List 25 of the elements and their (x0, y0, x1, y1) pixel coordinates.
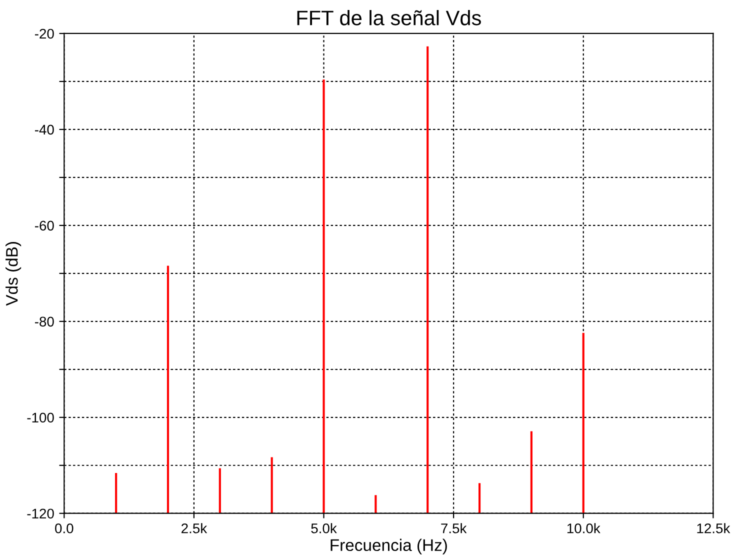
bar (478, 483, 481, 514)
bar (426, 46, 429, 514)
x-tick-label: 5.0k (311, 523, 337, 534)
bar (166, 266, 170, 514)
x-axis-title: Frecuencia (Hz) (330, 538, 447, 554)
y-tick-label: -60 (34, 220, 54, 231)
bar (115, 473, 118, 514)
bar (530, 431, 532, 514)
y-tick-label: -120 (27, 508, 54, 519)
y-axis-title: Vds (dB) (6, 242, 22, 306)
bar (582, 332, 584, 514)
y-tick-label: -80 (34, 316, 54, 327)
y-tick-label: -20 (34, 28, 54, 39)
bar (218, 468, 221, 514)
bar (322, 80, 325, 514)
x-tick-label: 7.5k (441, 523, 467, 534)
x-tick-label: 0.0 (55, 523, 74, 534)
chart-title: FFT de la señal Vds (297, 10, 481, 26)
x-tick-label: 2.5k (182, 523, 208, 534)
y-tick-label: -100 (27, 412, 54, 423)
x-tick-label: 12.5k (697, 523, 730, 534)
bar (374, 495, 377, 514)
bar (270, 457, 273, 514)
y-tick-label: -40 (34, 124, 54, 135)
x-tick-label: 10.0k (567, 523, 600, 534)
